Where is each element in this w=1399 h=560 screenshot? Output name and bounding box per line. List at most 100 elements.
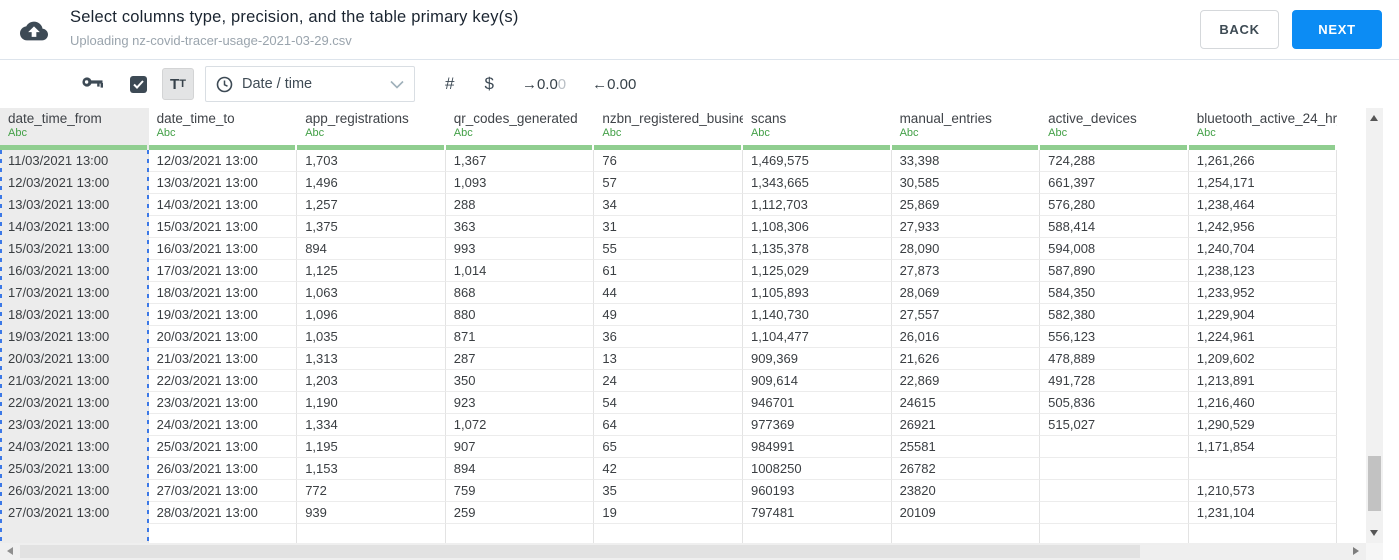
table-cell[interactable]: 57: [594, 172, 743, 194]
table-cell[interactable]: 22/03/2021 13:00: [0, 392, 149, 414]
table-cell[interactable]: 1,254,171: [1188, 172, 1338, 194]
table-cell[interactable]: 515,027: [1040, 414, 1189, 436]
table-cell[interactable]: 26,016: [891, 326, 1041, 348]
table-cell[interactable]: 1,496: [297, 172, 446, 194]
table-cell[interactable]: 20/03/2021 13:00: [0, 348, 149, 370]
table-cell[interactable]: 27,933: [891, 216, 1041, 238]
table-cell[interactable]: 19/03/2021 13:00: [148, 304, 298, 326]
table-cell[interactable]: 1,343,665: [742, 172, 892, 194]
table-cell[interactable]: 1,210,573: [1188, 480, 1338, 502]
table-cell[interactable]: 1,104,477: [742, 326, 892, 348]
table-cell[interactable]: 894: [445, 458, 595, 480]
table-cell[interactable]: [1040, 436, 1189, 458]
table-cell[interactable]: 55: [594, 238, 743, 260]
table-cell[interactable]: 1,290,529: [1188, 414, 1338, 436]
horizontal-scrollbar-thumb[interactable]: [20, 545, 1140, 558]
table-cell[interactable]: 18/03/2021 13:00: [148, 282, 298, 304]
table-cell[interactable]: 14/03/2021 13:00: [0, 216, 149, 238]
scroll-down-arrow[interactable]: [1370, 530, 1378, 536]
table-cell[interactable]: 594,008: [1040, 238, 1189, 260]
table-cell[interactable]: 22/03/2021 13:00: [148, 370, 298, 392]
table-cell[interactable]: 1,014: [445, 260, 595, 282]
table-cell[interactable]: 923: [445, 392, 595, 414]
table-cell[interactable]: 21,626: [891, 348, 1041, 370]
table-cell[interactable]: 1008250: [742, 458, 892, 480]
table-cell[interactable]: 1,125,029: [742, 260, 892, 282]
table-cell[interactable]: 984991: [742, 436, 892, 458]
table-cell[interactable]: 17/03/2021 13:00: [148, 260, 298, 282]
number-type-button[interactable]: #: [445, 74, 455, 93]
table-cell[interactable]: 12/03/2021 13:00: [0, 172, 149, 194]
table-cell[interactable]: 25/03/2021 13:00: [148, 436, 298, 458]
table-cell[interactable]: 1,209,602: [1188, 348, 1338, 370]
table-cell[interactable]: 1,190: [297, 392, 446, 414]
table-cell[interactable]: 1,469,575: [742, 150, 892, 172]
table-cell[interactable]: 1,229,904: [1188, 304, 1338, 326]
table-cell[interactable]: 907: [445, 436, 595, 458]
column-header-scans[interactable]: scans Abc: [742, 108, 892, 150]
column-header-app_registrations[interactable]: app_registrations Abc: [297, 108, 446, 150]
table-cell[interactable]: 1,171,854: [1188, 436, 1338, 458]
table-cell[interactable]: 993: [445, 238, 595, 260]
table-cell[interactable]: 23/03/2021 13:00: [0, 414, 149, 436]
table-cell[interactable]: 1,375: [297, 216, 446, 238]
table-cell[interactable]: 350: [445, 370, 595, 392]
table-cell[interactable]: 35: [594, 480, 743, 502]
table-cell[interactable]: 26921: [891, 414, 1041, 436]
table-cell[interactable]: 661,397: [1040, 172, 1189, 194]
column-header-nzbn_registered_busine[interactable]: nzbn_registered_busine Abc: [594, 108, 743, 150]
vertical-scrollbar-thumb[interactable]: [1368, 456, 1381, 511]
table-cell[interactable]: 25,869: [891, 194, 1041, 216]
table-cell[interactable]: 288: [445, 194, 595, 216]
vertical-scrollbar[interactable]: [1366, 108, 1383, 543]
table-cell[interactable]: 880: [445, 304, 595, 326]
currency-type-button[interactable]: $: [484, 74, 494, 93]
table-cell[interactable]: 19: [594, 502, 743, 524]
table-cell[interactable]: 1,125: [297, 260, 446, 282]
table-cell[interactable]: 22,869: [891, 370, 1041, 392]
table-cell[interactable]: 587,890: [1040, 260, 1189, 282]
table-cell[interactable]: 28/03/2021 13:00: [148, 502, 298, 524]
table-cell[interactable]: 24/03/2021 13:00: [148, 414, 298, 436]
table-cell[interactable]: 42: [594, 458, 743, 480]
table-cell[interactable]: 946701: [742, 392, 892, 414]
table-cell[interactable]: 576,280: [1040, 194, 1189, 216]
table-cell[interactable]: 12/03/2021 13:00: [148, 150, 298, 172]
table-cell[interactable]: 1,224,961: [1188, 326, 1338, 348]
table-cell[interactable]: 21/03/2021 13:00: [0, 370, 149, 392]
table-cell[interactable]: 1,231,104: [1188, 502, 1338, 524]
table-cell[interactable]: 13/03/2021 13:00: [0, 194, 149, 216]
table-cell[interactable]: 363: [445, 216, 595, 238]
table-cell[interactable]: 64: [594, 414, 743, 436]
table-cell[interactable]: [1040, 502, 1189, 524]
table-cell[interactable]: 17/03/2021 13:00: [0, 282, 149, 304]
table-cell[interactable]: 15/03/2021 13:00: [0, 238, 149, 260]
table-cell[interactable]: 26/03/2021 13:00: [148, 458, 298, 480]
table-cell[interactable]: 36: [594, 326, 743, 348]
table-cell[interactable]: 1,096: [297, 304, 446, 326]
table-cell[interactable]: 1,213,891: [1188, 370, 1338, 392]
table-cell[interactable]: 27,873: [891, 260, 1041, 282]
table-cell[interactable]: [1040, 458, 1189, 480]
table-cell[interactable]: 25581: [891, 436, 1041, 458]
table-cell[interactable]: 28,090: [891, 238, 1041, 260]
table-cell[interactable]: [1040, 480, 1189, 502]
table-cell[interactable]: 76: [594, 150, 743, 172]
decimal-increase-button[interactable]: →0.00: [522, 76, 566, 93]
column-enabled-checkbox[interactable]: [130, 75, 147, 93]
table-cell[interactable]: 960193: [742, 480, 892, 502]
table-cell[interactable]: 23/03/2021 13:00: [148, 392, 298, 414]
decimal-decrease-button[interactable]: ←0.00: [592, 76, 636, 93]
table-cell[interactable]: 44: [594, 282, 743, 304]
table-cell[interactable]: 1,072: [445, 414, 595, 436]
table-cell[interactable]: 588,414: [1040, 216, 1189, 238]
back-button[interactable]: BACK: [1200, 10, 1279, 49]
table-cell[interactable]: 65: [594, 436, 743, 458]
column-header-qr_codes_generated[interactable]: qr_codes_generated Abc: [445, 108, 595, 150]
table-cell[interactable]: 24/03/2021 13:00: [0, 436, 149, 458]
table-cell[interactable]: 13: [594, 348, 743, 370]
table-cell[interactable]: 1,238,464: [1188, 194, 1338, 216]
table-cell[interactable]: 772: [297, 480, 446, 502]
table-cell[interactable]: 26782: [891, 458, 1041, 480]
